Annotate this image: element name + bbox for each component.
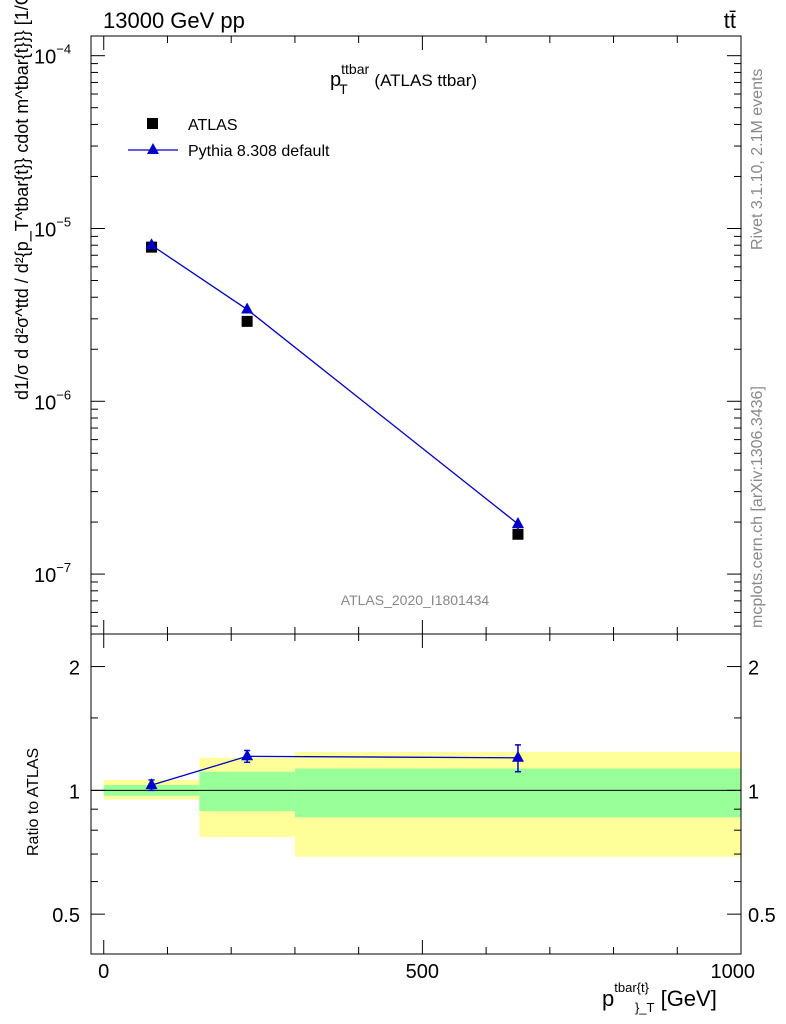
x-label-tail: [GeV] [654,986,716,1011]
ratio-x-tick-label: 500 [406,961,439,983]
atlas-data-point [241,315,253,327]
legend: ATLAS Pythia 8.308 default [128,117,330,160]
ratio-y-tick-label-left: 2 [69,658,80,680]
header-process-label: tt̄ [724,8,736,33]
ratio-y-tick-label-right: 0.5 [748,905,776,927]
ratio-inner-uncertainty-band [294,768,741,818]
title-subscript: T [339,81,348,97]
ratio-y-axis-label: Ratio to ATLAS [25,748,42,856]
pythia-series-line [151,244,519,525]
main-y-tick-base: 10 [34,392,56,414]
main-y-tick-base: 10 [34,565,56,587]
ratio-y-tick-label-left: 0.5 [52,905,80,927]
main-y-tick-exponent: −6 [56,387,71,402]
main-panel: 10−410−510−610−7 pttbar T (ATLAS ttbar) A… [12,0,742,635]
ratio-x-tick-label: 1000 [711,961,756,983]
title-superscript: ttbar [341,61,369,77]
ratio-x-tick-label: 0 [98,961,109,983]
header-energy-label: 13000 GeV pp [103,8,245,33]
x-axis-label: ptbar{t} }_T [GeV] [602,980,717,1015]
legend-marker-atlas [147,118,158,129]
plot-title: pttbar T (ATLAS ttbar) [330,61,477,97]
legend-label-pythia: Pythia 8.308 default [188,143,330,160]
ratio-pythia-point [511,750,524,762]
ratio-y-tick-label-right: 1 [748,781,759,803]
legend-marker-pythia [147,143,159,154]
legend-label-atlas: ATLAS [188,117,238,134]
x-label-subscript: }_T [635,1000,655,1015]
analysis-watermark: ATLAS_2020_I1801434 [341,592,490,608]
main-y-tick-base: 10 [34,47,56,69]
atlas-data-point [512,528,524,540]
main-y-tick-exponent: −4 [56,42,71,57]
ratio-panel: 0.5 0.5 1 1 2 2 0 500 1000 Ratio to ATLAS ptbar{… [25,633,776,1015]
ratio-y-tick-label-right: 2 [748,658,759,680]
x-label-superscript: tbar{t} [614,980,649,995]
x-label-main: p [602,986,614,1011]
pythia-data-point [241,302,254,314]
ratio-pythia-point [145,778,158,790]
main-y-tick-label: 10−5 [34,214,71,241]
pythia-data-point [511,516,524,528]
main-y-tick-exponent: −5 [56,214,71,229]
main-y-axis-label: d1/σ d d²σ^ttd / d²{p_T^tbar{t}} cdot m^… [12,0,33,400]
pythia-data-point [145,238,158,250]
main-y-tick-label: 10−6 [34,387,71,414]
main-y-tick-label: 10−4 [34,42,71,69]
main-y-tick-base: 10 [34,219,56,241]
main-y-tick-label: 10−7 [34,560,71,587]
title-main: p [330,69,341,91]
rivet-version-label: Rivet 3.1.10, 2.1M events [749,69,766,250]
main-y-tick-exponent: −7 [56,560,71,575]
ratio-y-tick-label-left: 1 [69,781,80,803]
mcplots-reference-label: mcplots.cern.ch [arXiv:1306.3436] [749,386,766,628]
ratio-frame [90,633,742,955]
ratio-pythia-point [241,749,254,761]
ratio-inner-uncertainty-band [199,771,295,812]
title-tail: (ATLAS ttbar) [370,71,477,90]
